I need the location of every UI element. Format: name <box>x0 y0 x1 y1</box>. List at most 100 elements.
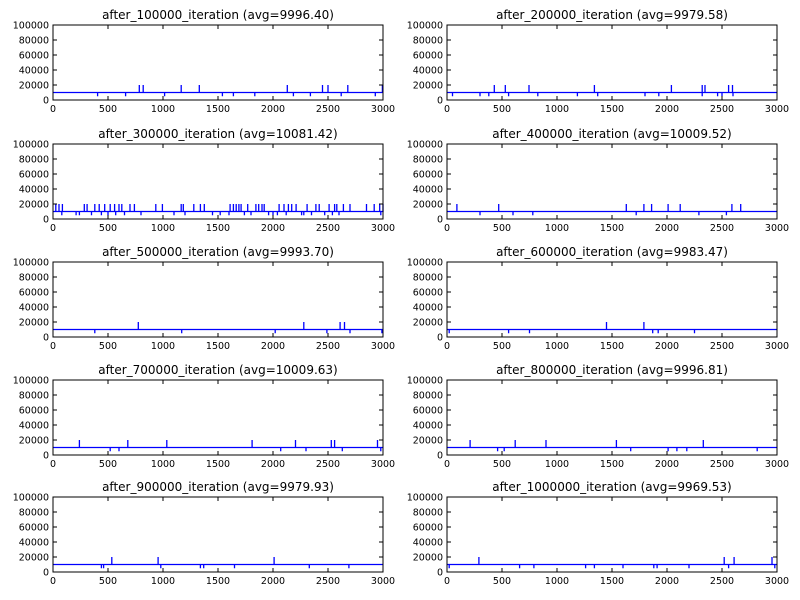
y-tick-label: 20000 <box>413 200 443 211</box>
x-tick-label: 500 <box>99 223 117 234</box>
axes-frame <box>446 24 778 101</box>
axes-frame <box>52 261 384 338</box>
x-tick-label: 3000 <box>371 341 395 352</box>
x-tick-label: 3000 <box>765 576 789 587</box>
x-tick-label: 1500 <box>206 576 230 587</box>
x-tick-label: 1000 <box>151 341 175 352</box>
series-line <box>447 204 777 216</box>
y-tick-label: 100000 <box>13 21 49 32</box>
y-tick-label: 40000 <box>413 538 443 549</box>
y-tick-label: 80000 <box>413 155 443 166</box>
series-line <box>53 85 384 97</box>
y-tick-label: 20000 <box>19 318 49 329</box>
y-tick-label: 20000 <box>413 436 443 447</box>
y-tick-label: 60000 <box>19 406 49 417</box>
x-tick-label: 2000 <box>655 104 679 115</box>
subplot-1: after_100000_iteration (avg=9996.40) 0 500… <box>13 8 395 115</box>
y-tick-label: 60000 <box>19 288 49 299</box>
x-tick-label: 1000 <box>151 576 175 587</box>
x-tick-label: 0 <box>444 223 450 234</box>
y-tick-label: 40000 <box>413 421 443 432</box>
subplot-title: after_600000_iteration (avg=9983.47) <box>496 245 728 259</box>
x-tick-label: 0 <box>444 459 450 470</box>
y-tick-label: 20000 <box>19 200 49 211</box>
x-tick-label: 1000 <box>545 223 569 234</box>
x-tick-label: 1000 <box>545 341 569 352</box>
x-tick-label: 500 <box>99 104 117 115</box>
y-tick-label: 20000 <box>413 553 443 564</box>
y-tick-label: 100000 <box>407 258 443 269</box>
x-tick-label: 2000 <box>261 576 285 587</box>
x-tick-label: 2500 <box>710 104 734 115</box>
y-tick-label: 20000 <box>413 318 443 329</box>
y-tick-label: 60000 <box>19 170 49 181</box>
axes-frame <box>52 496 384 573</box>
x-tick-label: 2000 <box>261 104 285 115</box>
x-tick-label: 1500 <box>206 341 230 352</box>
y-tick-label: 80000 <box>413 391 443 402</box>
subplot-5: after_500000_iteration (avg=9993.70) 0 500… <box>13 245 395 352</box>
subplot-title: after_900000_iteration (avg=9979.93) <box>102 480 334 494</box>
x-tick-label: 1000 <box>545 104 569 115</box>
x-tick-label: 2500 <box>316 223 340 234</box>
y-tick-label: 0 <box>437 215 443 226</box>
series-line <box>53 557 383 569</box>
x-tick-label: 3000 <box>765 459 789 470</box>
y-tick-label: 80000 <box>19 155 49 166</box>
x-tick-label: 0 <box>50 104 56 115</box>
subplot-3: after_300000_iteration (avg=10081.42) 0 50… <box>13 127 395 234</box>
y-tick-label: 20000 <box>19 436 49 447</box>
x-tick-label: 500 <box>493 104 511 115</box>
series-line <box>447 440 777 452</box>
y-tick-label: 80000 <box>19 36 49 47</box>
x-tick-label: 1000 <box>151 459 175 470</box>
x-tick-label: 2000 <box>655 223 679 234</box>
x-tick-label: 2000 <box>655 576 679 587</box>
x-tick-label: 2500 <box>316 341 340 352</box>
y-tick-label: 100000 <box>407 21 443 32</box>
y-tick-label: 40000 <box>19 303 49 314</box>
series-line <box>447 322 777 334</box>
y-tick-label: 0 <box>43 333 49 344</box>
y-tick-label: 40000 <box>413 185 443 196</box>
x-tick-label: 2500 <box>710 459 734 470</box>
axes-frame <box>52 24 384 101</box>
series-line <box>447 85 777 97</box>
x-tick-label: 0 <box>444 576 450 587</box>
y-tick-label: 40000 <box>19 538 49 549</box>
x-tick-label: 1000 <box>151 223 175 234</box>
x-tick-label: 0 <box>50 459 56 470</box>
subplot-title: after_400000_iteration (avg=10009.52) <box>492 127 731 141</box>
y-tick-label: 0 <box>43 96 49 107</box>
x-tick-label: 2500 <box>710 576 734 587</box>
x-tick-label: 3000 <box>371 576 395 587</box>
axes-frame <box>446 261 778 338</box>
subplot-title: after_800000_iteration (avg=9996.81) <box>496 363 728 377</box>
axes-frame <box>52 143 384 220</box>
x-tick-label: 2500 <box>710 341 734 352</box>
series-line <box>53 204 384 216</box>
y-tick-label: 100000 <box>407 140 443 151</box>
subplot-6: after_600000_iteration (avg=9983.47) 0 500… <box>407 245 789 352</box>
x-tick-label: 0 <box>50 576 56 587</box>
y-tick-label: 40000 <box>413 66 443 77</box>
y-tick-label: 0 <box>43 568 49 579</box>
subplot-title: after_1000000_iteration (avg=9969.53) <box>492 480 731 494</box>
x-tick-label: 1000 <box>151 104 175 115</box>
series-line <box>447 557 777 569</box>
subplot-9: after_900000_iteration (avg=9979.93) 0 500… <box>13 480 395 587</box>
subplot-title: after_700000_iteration (avg=10009.63) <box>98 363 337 377</box>
x-tick-label: 2500 <box>316 576 340 587</box>
x-tick-label: 500 <box>99 576 117 587</box>
subplot-7: after_700000_iteration (avg=10009.63) 0 50… <box>13 363 395 470</box>
y-tick-label: 100000 <box>13 493 49 504</box>
x-tick-label: 1500 <box>206 104 230 115</box>
subplot-10: after_1000000_iteration (avg=9969.53) 0 50… <box>407 480 789 587</box>
x-tick-label: 500 <box>99 459 117 470</box>
y-tick-label: 80000 <box>413 508 443 519</box>
y-tick-label: 20000 <box>19 81 49 92</box>
y-tick-label: 60000 <box>413 288 443 299</box>
x-tick-label: 1000 <box>545 576 569 587</box>
x-tick-label: 2500 <box>316 104 340 115</box>
